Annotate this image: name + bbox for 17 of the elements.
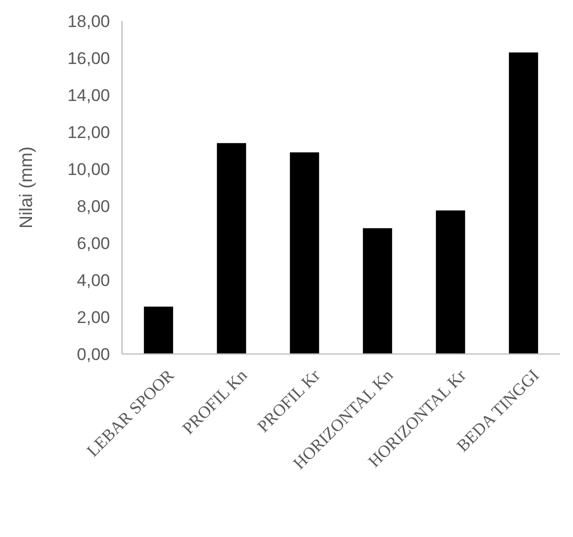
y-tick-label: 10,00	[67, 160, 110, 179]
y-axis-title: Nilai (mm)	[16, 146, 36, 228]
bar	[436, 210, 466, 354]
y-tick-label: 0,00	[76, 344, 110, 364]
bar	[144, 306, 174, 354]
y-tick-label: 14,00	[67, 86, 110, 105]
bar	[290, 152, 320, 354]
y-tick-label: 18,00	[67, 12, 110, 31]
y-tick-label: 16,00	[67, 48, 110, 68]
bar	[508, 52, 538, 354]
y-tick-label: 8,00	[76, 196, 110, 216]
bar	[216, 143, 246, 354]
y-tick-label: 4,00	[76, 270, 110, 290]
bar	[362, 228, 392, 354]
y-tick-label: 12,00	[67, 122, 110, 142]
y-tick-label: 6,00	[76, 234, 110, 253]
y-tick-label: 2,00	[76, 308, 110, 327]
